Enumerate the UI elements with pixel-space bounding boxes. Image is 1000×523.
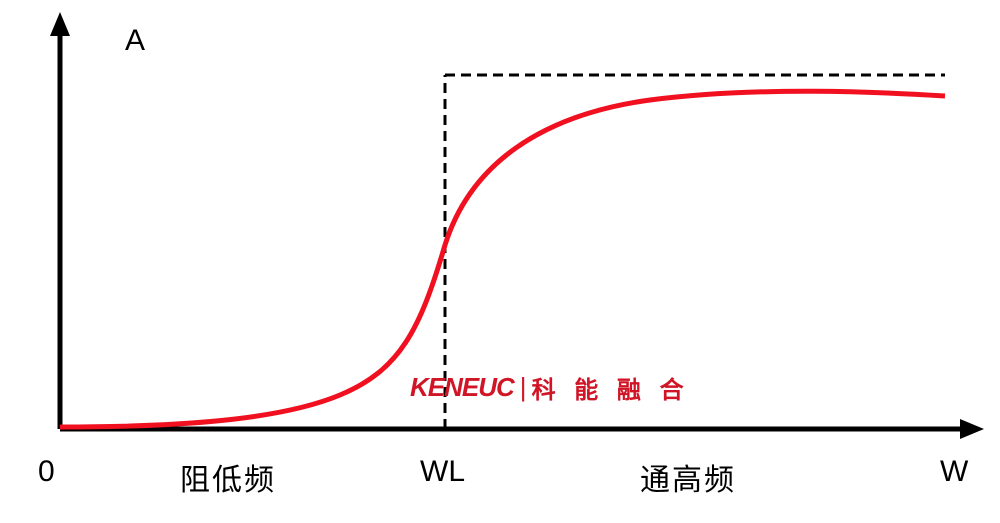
x-origin-label: 0 (38, 455, 55, 489)
x-label-stopband: 阻低频 (180, 455, 276, 499)
x-label-passband: 通高频 (640, 455, 736, 499)
x-axis-arrow-icon (960, 419, 984, 439)
x-label-cutoff: WL (420, 455, 465, 489)
x-end-label: W (940, 455, 968, 489)
y-axis-label: A (125, 24, 145, 58)
watermark-separator: | (520, 372, 526, 403)
watermark-chinese-text: 科 能 融 合 (532, 370, 690, 405)
watermark-brand-text: KENEUC (410, 372, 514, 403)
y-axis-arrow-icon (50, 12, 70, 36)
chart-svg (0, 0, 1000, 518)
brand-watermark: KENEUC | 科 能 融 合 (410, 370, 690, 405)
filter-response-chart: A 0 阻低频 WL 通高频 W KENEUC | 科 能 融 合 (0, 0, 1000, 518)
